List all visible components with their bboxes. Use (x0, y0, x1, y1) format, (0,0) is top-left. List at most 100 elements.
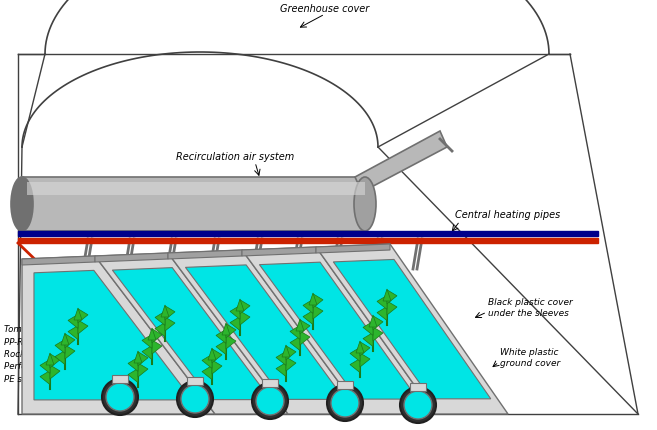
Polygon shape (128, 369, 138, 383)
Polygon shape (168, 250, 242, 259)
Polygon shape (276, 352, 286, 365)
Polygon shape (148, 328, 156, 340)
Polygon shape (40, 359, 50, 374)
Circle shape (331, 389, 359, 417)
Ellipse shape (11, 178, 33, 231)
Polygon shape (46, 353, 54, 365)
Polygon shape (236, 299, 244, 311)
Polygon shape (373, 327, 383, 341)
Polygon shape (356, 341, 364, 353)
Polygon shape (208, 348, 216, 360)
Polygon shape (230, 317, 240, 331)
Polygon shape (313, 294, 323, 308)
Polygon shape (383, 289, 391, 301)
Polygon shape (138, 363, 148, 377)
Bar (410, 383, 426, 391)
Polygon shape (240, 311, 250, 325)
Bar (337, 381, 353, 389)
Polygon shape (309, 293, 317, 305)
Bar (262, 379, 278, 387)
Polygon shape (161, 305, 169, 317)
Polygon shape (142, 335, 152, 349)
Circle shape (400, 387, 436, 423)
Polygon shape (55, 351, 65, 365)
Polygon shape (155, 323, 165, 337)
Polygon shape (50, 365, 60, 379)
Bar (187, 377, 203, 385)
Polygon shape (363, 333, 373, 347)
Polygon shape (216, 330, 226, 344)
Polygon shape (216, 341, 226, 355)
Polygon shape (282, 345, 290, 357)
Polygon shape (363, 322, 373, 336)
Polygon shape (226, 335, 236, 349)
Polygon shape (138, 352, 148, 366)
Polygon shape (34, 271, 193, 400)
Text: Recirculation air system: Recirculation air system (176, 152, 294, 162)
Polygon shape (290, 337, 300, 351)
Text: Black plastic cover
under the sleeves: Black plastic cover under the sleeves (488, 298, 573, 317)
Circle shape (106, 383, 134, 411)
Polygon shape (276, 363, 286, 377)
Polygon shape (112, 268, 271, 400)
Circle shape (177, 381, 213, 417)
Polygon shape (226, 324, 236, 338)
Polygon shape (155, 312, 165, 326)
Polygon shape (68, 315, 78, 329)
Bar (18, 239, 598, 243)
Polygon shape (355, 132, 447, 193)
Polygon shape (152, 329, 162, 343)
Polygon shape (168, 250, 362, 414)
Polygon shape (152, 340, 162, 354)
Text: Tomato Plants: Tomato Plants (4, 325, 64, 334)
Text: White plastic
ground cover: White plastic ground cover (500, 347, 560, 367)
Text: Perforated side air tubes: Perforated side air tubes (4, 362, 110, 371)
Polygon shape (95, 253, 168, 262)
Polygon shape (212, 349, 222, 363)
Polygon shape (313, 305, 323, 319)
Polygon shape (260, 263, 418, 399)
Ellipse shape (354, 178, 376, 231)
Polygon shape (350, 347, 360, 362)
Text: PP-R heating tubes: PP-R heating tubes (4, 338, 85, 347)
Polygon shape (165, 317, 175, 331)
Polygon shape (22, 256, 95, 265)
Polygon shape (286, 357, 296, 371)
Polygon shape (373, 316, 383, 330)
Polygon shape (242, 247, 316, 256)
Circle shape (404, 391, 432, 419)
Polygon shape (300, 331, 310, 345)
Polygon shape (78, 320, 88, 334)
Polygon shape (333, 260, 491, 399)
Polygon shape (22, 178, 365, 231)
Polygon shape (360, 342, 370, 356)
Polygon shape (242, 247, 435, 414)
Polygon shape (350, 359, 360, 373)
Polygon shape (61, 333, 69, 345)
Polygon shape (240, 300, 250, 314)
Text: Central heating pipes: Central heating pipes (455, 209, 560, 219)
Polygon shape (300, 320, 310, 334)
Polygon shape (387, 301, 397, 315)
Polygon shape (78, 309, 88, 323)
Polygon shape (230, 306, 240, 319)
Polygon shape (95, 253, 288, 414)
Polygon shape (202, 366, 212, 380)
Polygon shape (303, 300, 313, 313)
Polygon shape (286, 346, 296, 360)
Text: PE solar sleeves filled with water: PE solar sleeves filled with water (4, 375, 145, 384)
Polygon shape (65, 334, 75, 348)
Polygon shape (377, 296, 387, 310)
Polygon shape (65, 345, 75, 359)
Circle shape (327, 385, 363, 421)
Polygon shape (40, 371, 50, 385)
Polygon shape (369, 315, 377, 327)
Polygon shape (55, 340, 65, 353)
Polygon shape (296, 319, 304, 331)
Polygon shape (165, 306, 175, 320)
Polygon shape (202, 355, 212, 369)
Polygon shape (316, 244, 390, 253)
Polygon shape (27, 183, 365, 196)
Text: Rockwool substrates: Rockwool substrates (4, 350, 93, 359)
Polygon shape (50, 354, 60, 368)
